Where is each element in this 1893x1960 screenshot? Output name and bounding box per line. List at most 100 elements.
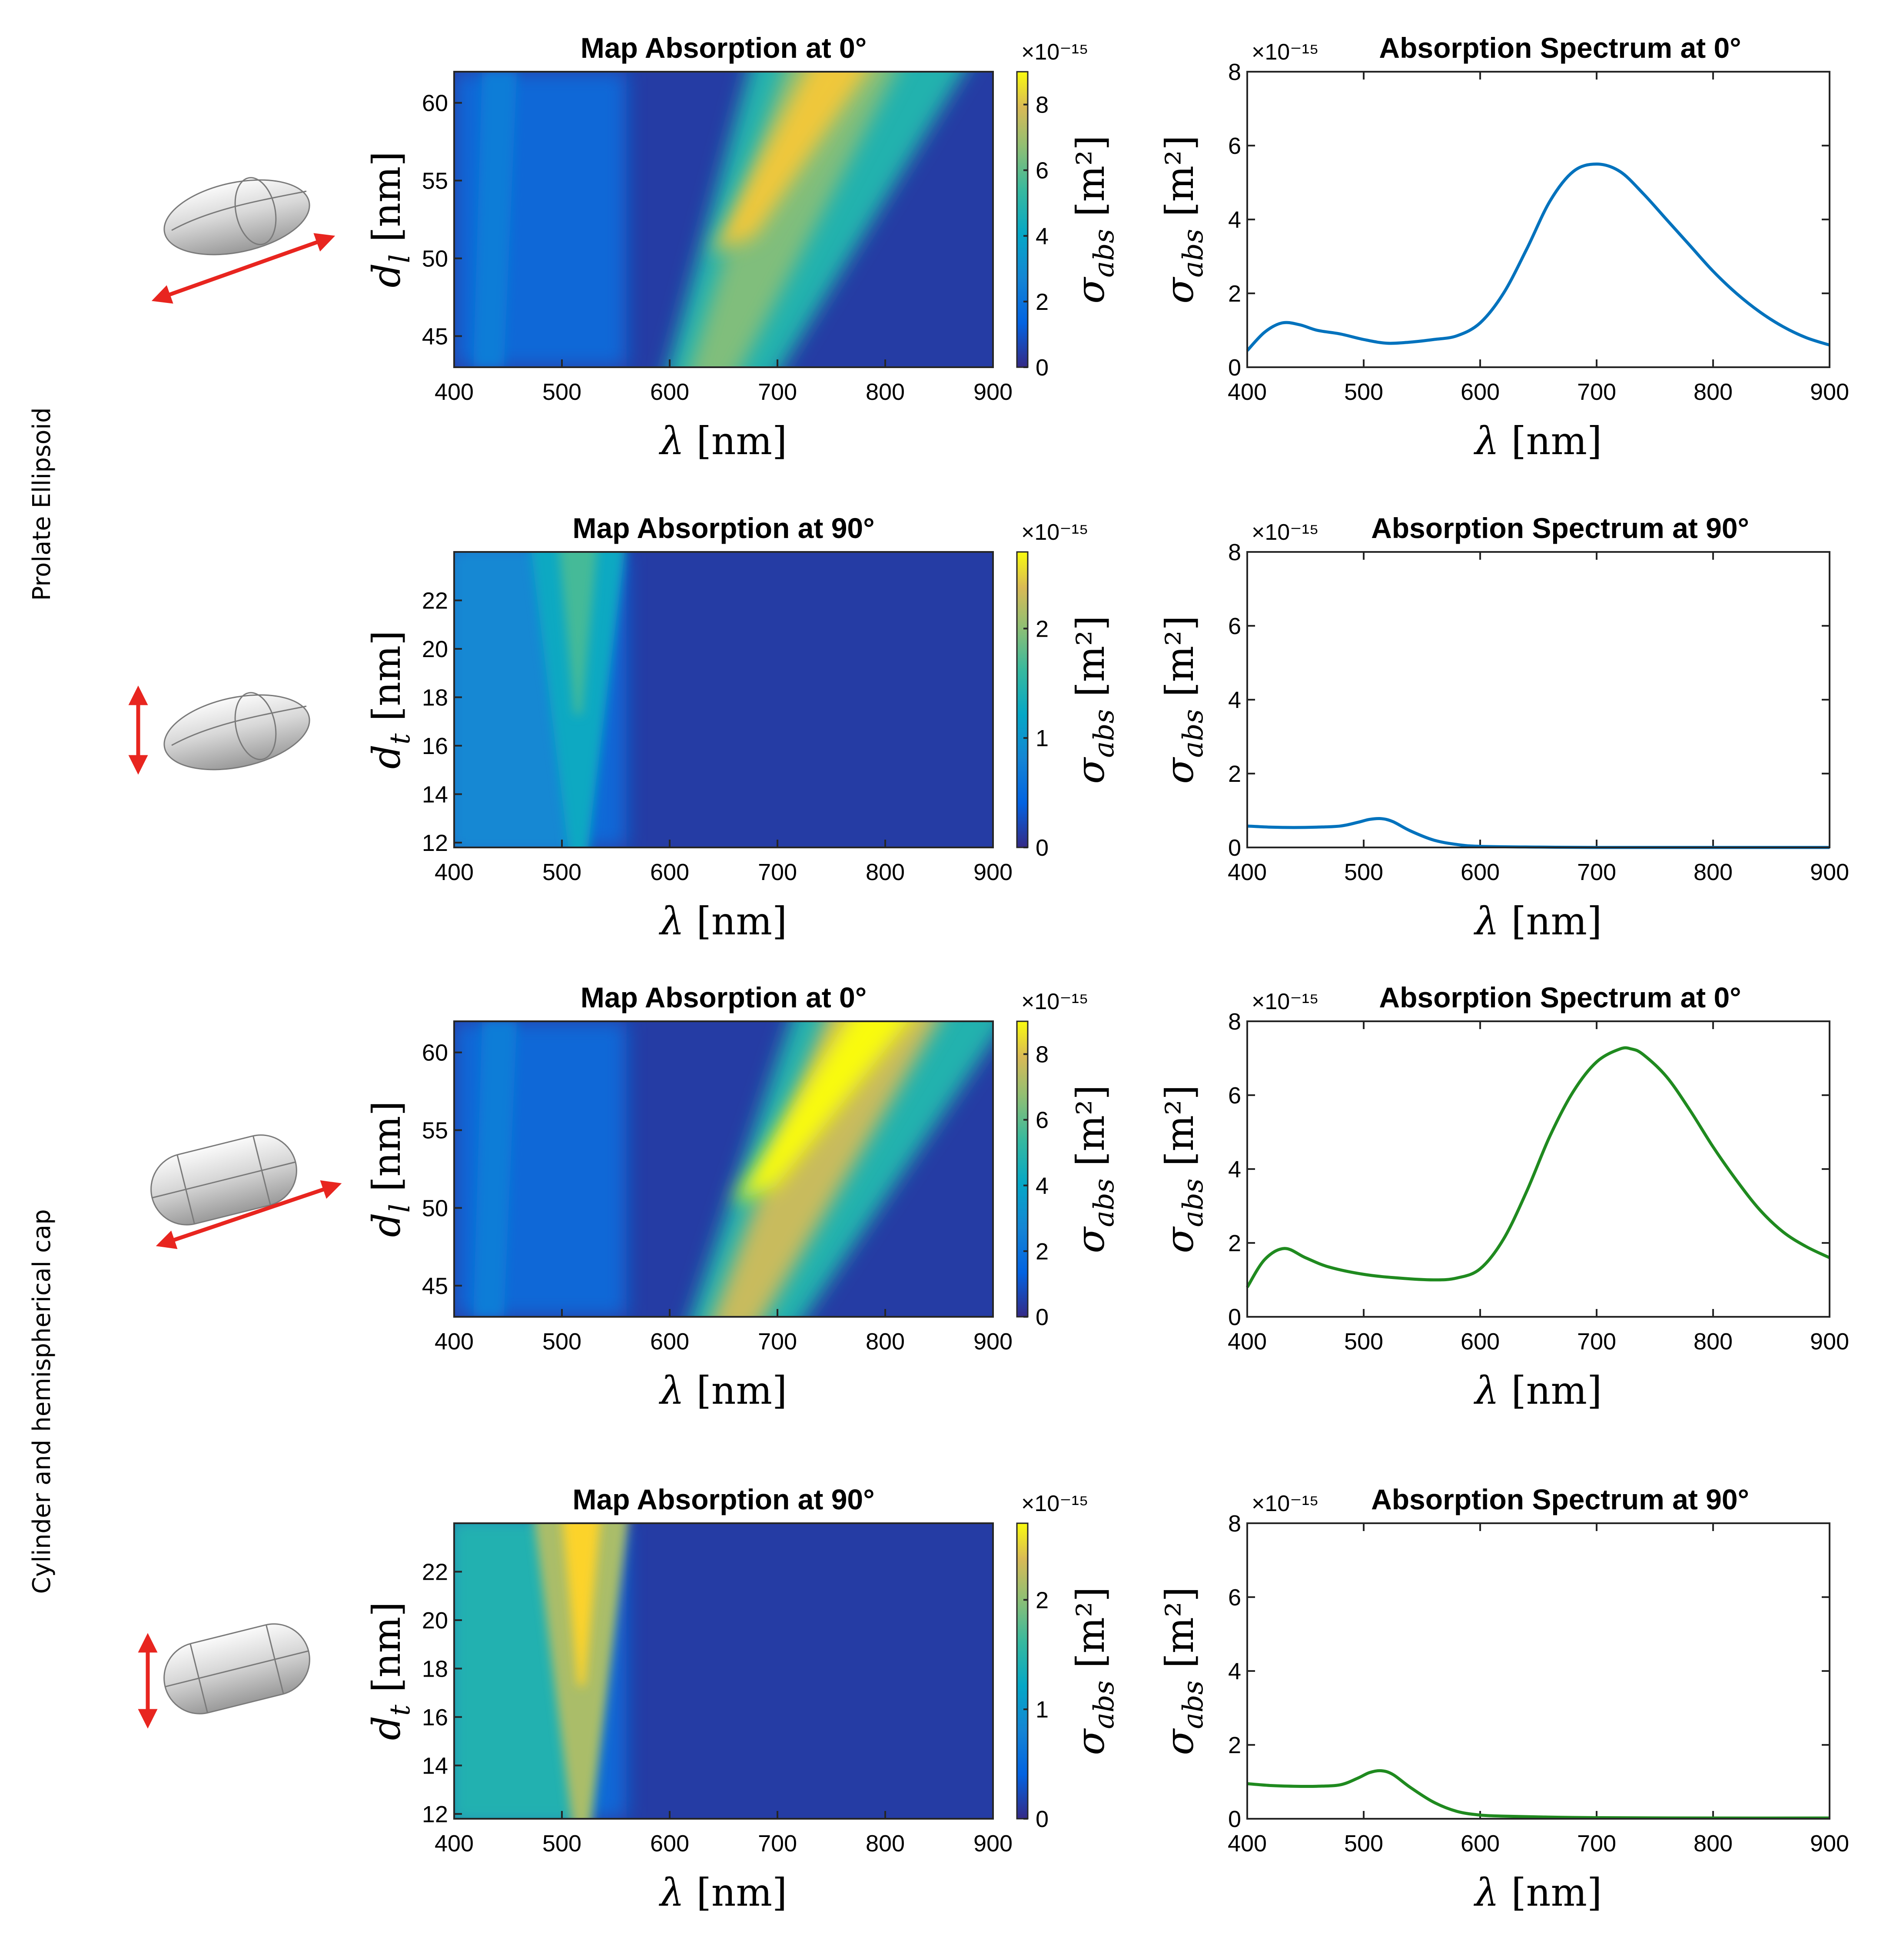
chart-title: Map Absorption at 0° [581,32,867,64]
chart-title: Map Absorption at 90° [573,512,875,544]
x-tick-label: 700 [1577,379,1616,405]
colorbar-label: σabs [m²] [1068,1587,1120,1755]
x-tick-label: 400 [435,379,474,405]
ellipsoid-shape-icon [163,692,310,771]
y-tick-label: 18 [422,1656,448,1682]
x-axis-label: λ [nm] [659,1870,787,1915]
x-tick-label: 700 [758,1830,797,1857]
spectrum-frame [1246,71,1830,368]
x-tick-label: 600 [1461,1830,1500,1857]
x-tick-label: 400 [435,1830,474,1857]
x-tick-label: 800 [1694,1329,1733,1355]
x-tick-label: 700 [758,1329,797,1355]
y-tick-label: 60 [422,1040,448,1066]
colorbar-multiplier: ×10⁻¹⁵ [1021,1491,1089,1516]
y-tick-label: 14 [422,1753,448,1779]
x-tick-label: 700 [1577,1329,1616,1355]
y-tick-label: 4 [1228,687,1241,713]
spectrum-frame [1246,1020,1830,1318]
colorbar-tick-label: 4 [1036,223,1049,249]
y-tick-label: 4 [1228,1658,1241,1684]
x-tick-label: 600 [650,379,689,405]
spectrum-panel: 400 500 600 700 800 900 0 2 4 6 8 Absorption Spectr… [1157,981,1849,1413]
y-tick-label: 6 [1228,133,1241,159]
x-tick-label: 900 [973,1329,1013,1355]
x-tick-label: 500 [542,379,581,405]
x-tick-label: 800 [866,1329,905,1355]
x-tick-label: 600 [1461,859,1500,885]
heatmap-ridge-peak [559,552,597,714]
y-axis-label: σabs [m²] [1157,615,1209,784]
y-tick-label: 6 [1228,1083,1241,1109]
colorbar-tick-label: 2 [1036,1587,1049,1613]
colorbar [1016,1020,1029,1318]
series-line [1247,1769,1830,1820]
y-tick-label: 22 [422,588,448,614]
x-tick-label: 500 [542,1329,581,1355]
y-tick-label: 6 [1228,613,1241,639]
y-axis-label: σabs [m²] [1157,1587,1209,1755]
y-tick-label: 50 [422,246,448,272]
x-tick-label: 900 [1810,379,1849,405]
heatmap-frame [453,1522,994,1820]
y-tick-label: 8 [1228,1009,1241,1035]
x-tick-label: 500 [1344,1830,1383,1857]
chart-title: Absorption Spectrum at 0° [1379,981,1741,1013]
x-tick-label: 400 [1228,859,1267,885]
colorbar-tick-label: 1 [1036,725,1049,751]
series-line [1246,162,1830,352]
x-tick-label: 400 [435,859,474,885]
x-tick-label: 600 [1461,379,1500,405]
horizontal-arrow-icon [151,233,335,304]
y-tick-label: 50 [422,1195,448,1221]
y-axis-multiplier: ×10⁻¹⁵ [1252,520,1319,545]
x-axis-label: λ [nm] [659,1368,787,1413]
y-tick-label: 0 [1228,1304,1241,1330]
x-tick-label: 500 [542,859,581,885]
plot-area [1247,1523,1830,1819]
spectrum-panel: 400 500 600 700 800 900 0 2 4 6 8 Absorption Spectr… [1157,32,1849,463]
heatmap-ridge-peak [711,72,867,254]
x-tick-label: 700 [1577,859,1616,885]
y-tick-label: 60 [422,90,448,116]
y-axis-label: dl [nm] [364,1101,416,1237]
colorbar [1016,551,1029,848]
y-tick-label: 2 [1228,281,1241,307]
x-axis-label: λ [nm] [1474,419,1602,463]
cylinder-shape-icon [150,1134,297,1226]
x-tick-label: 900 [973,859,1013,885]
colorbar-tick-label: 0 [1036,355,1049,381]
plot-area [1247,72,1830,367]
x-tick-label: 900 [973,379,1013,405]
x-tick-label: 900 [1810,1830,1849,1857]
y-tick-label: 4 [1228,207,1241,233]
x-tick-label: 400 [1228,1830,1267,1857]
x-tick-label: 400 [1228,379,1267,405]
y-tick-label: 22 [422,1559,448,1585]
y-tick-label: 12 [422,830,448,856]
y-tick-label: 8 [1228,539,1241,565]
x-tick-label: 900 [973,1830,1013,1857]
y-axis-label: σabs [m²] [1157,135,1209,303]
colorbar-tick-label: 2 [1036,1239,1049,1265]
colorbar-tick-label: 4 [1036,1173,1049,1199]
colorbar-multiplier: ×10⁻¹⁵ [1021,40,1089,65]
x-axis-label: λ [nm] [1474,1870,1602,1915]
x-tick-label: 700 [1577,1830,1616,1857]
heatmap-ridge-secondary [473,1021,517,1317]
y-tick-label: 0 [1228,355,1241,381]
x-axis-label: λ [nm] [1474,1368,1602,1413]
heatmap-ridge-peak [562,1523,600,1686]
y-tick-label: 45 [422,1273,448,1299]
y-axis-multiplier: ×10⁻¹⁵ [1252,989,1319,1014]
x-tick-label: 800 [1694,379,1733,405]
x-tick-label: 500 [1344,859,1383,885]
y-tick-label: 6 [1228,1585,1241,1611]
y-axis-multiplier: ×10⁻¹⁵ [1252,1491,1319,1516]
chart-title: Map Absorption at 0° [581,981,867,1013]
x-tick-label: 500 [1344,379,1383,405]
y-tick-label: 55 [422,1118,448,1144]
